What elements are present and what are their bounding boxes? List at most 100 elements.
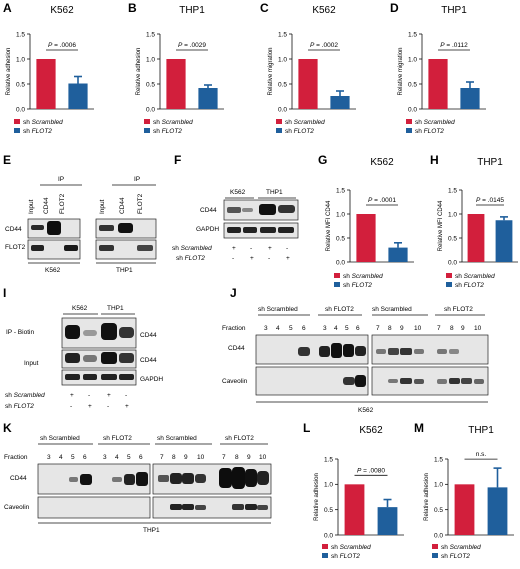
legend-sh-scrambled: sh Scrambled [441,544,481,551]
y-tick-label: 1.5 [434,456,443,463]
band [137,245,153,251]
group-label: sh FLOT2 [225,435,254,442]
blot-flot2-k562 [27,239,81,260]
legend-sh-flot2: sh FLOT2 [441,553,470,560]
bar-sh-scrambled [166,59,186,109]
panel-d: D THP1 0.0 0.5 1.0 1.5 Relative migration P = .… [390,1,486,135]
fraction-number: 5 [127,454,131,461]
band [99,245,114,251]
y-tick-label: 0.5 [16,81,25,88]
band [195,474,206,483]
band [245,504,257,510]
panel-k: K sh Scrambled sh FLOT2 sh Scrambled sh … [3,421,272,534]
sh-flot2-name: FLOT2 [14,403,35,410]
y-tick-label: 0.0 [324,532,333,539]
bar-sh-flot2 [487,487,508,535]
band [449,349,459,354]
y-tick-label: 0.0 [448,259,457,266]
legend-sh-scrambled-swatch [276,119,282,124]
panel-letter: F [174,153,181,167]
y-tick-label: 0.0 [146,106,155,113]
sh-flot2-label: sh FLOT2 [5,403,34,410]
sign: + [268,245,272,252]
sign: + [125,403,129,410]
row-label: CD44 [10,475,27,482]
p-symbol: P [310,42,315,49]
legend-sh-scrambled: sh Scrambled [23,119,63,126]
fraction-number: 6 [356,325,360,332]
sign: - [250,245,252,252]
band [170,504,182,510]
cell-label: K562 [358,407,374,414]
band [388,379,398,383]
legend-sh-flot2: sh FLOT2 [23,128,52,135]
lane-label: CD44 [43,197,50,214]
legend-sh: sh [415,119,424,126]
legend-sh: sh [415,128,424,135]
row-label: CD44 [228,345,245,352]
band [219,468,232,488]
band [232,467,245,489]
p-value: P = .0029 [178,42,206,49]
panel-letter: E [3,153,11,167]
blot-flot2-thp1 [95,239,157,260]
bar-sh-scrambled [344,484,365,535]
bar-sh-flot2 [388,247,408,262]
y-tick-label: 1.0 [278,56,287,63]
legend-sh-flot2-swatch [276,128,282,133]
bar-sh-flot2 [460,88,480,109]
legend-sh-flot2-swatch [406,128,412,133]
lane-label: Input [28,199,35,214]
y-axis-label: Relative MFI CD44 [438,200,444,251]
band [278,205,295,213]
panel-j: J sh Scrambled sh FLOT2 sh Scrambled sh … [222,286,489,414]
panel-letter: K [3,421,12,435]
panel-h: H THP1 0.0 0.5 1.0 1.5 Relative MFI CD44 P = .0… [430,153,518,289]
legend-name: Scrambled [340,544,371,551]
legend-sh: sh [455,282,464,289]
sh-scrambled-name: Scrambled [14,392,45,399]
bar-sh-scrambled [467,214,485,262]
group-label: sh FLOT2 [103,435,132,442]
legend-sh-scrambled-swatch [432,544,438,549]
legend-name: Scrambled [464,273,495,280]
p-symbol: P [178,42,183,49]
panel-letter: A [3,1,12,15]
band [227,207,241,213]
bar-sh-flot2 [198,88,218,109]
cell-label: THP1 [143,527,160,534]
band [101,352,117,364]
legend-sh-scrambled: sh Scrambled [415,119,455,126]
y-axis-label: Relative migration [398,47,404,95]
cell-label: K562 [72,305,88,312]
fraction-number: 3 [47,454,51,461]
panel-letter: H [430,153,439,167]
fraction-number: 7 [437,325,441,332]
legend-sh: sh [285,128,294,135]
legend-name: Scrambled [294,119,325,126]
legend-sh-scrambled: sh Scrambled [343,273,383,280]
band [64,245,78,251]
legend-name: FLOT2 [352,282,373,289]
blot-caveolin-right [152,496,272,519]
ip-label: IP [58,176,64,183]
legend-sh: sh [153,119,162,126]
band [343,344,354,357]
cell-label: K562 [230,189,246,196]
chart-title: THP1 [179,5,205,16]
legend-name: FLOT2 [32,128,53,135]
sign: - [88,392,90,399]
panel-letter: D [390,1,399,15]
legend-name: Scrambled [162,119,193,126]
y-tick-label: 0.0 [434,532,443,539]
band [388,348,399,355]
chart-title: K562 [359,425,383,436]
y-axis-label: Relative adhesion [424,473,430,521]
fraction-number: 4 [334,325,338,332]
fraction-number: 5 [289,325,293,332]
y-tick-label: 0.5 [434,507,443,514]
band [278,227,294,233]
band [355,346,366,356]
band [298,347,310,356]
band [437,349,447,354]
